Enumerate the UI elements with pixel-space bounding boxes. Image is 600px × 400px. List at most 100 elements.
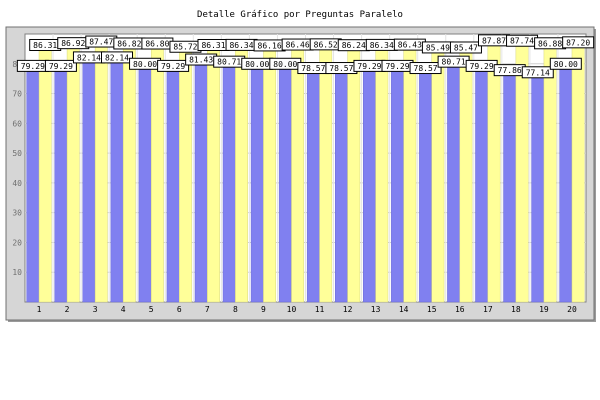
data-label-series-2: 86.82 — [117, 39, 141, 48]
bar-series-2 — [403, 44, 417, 303]
data-label-series-2: 86.24 — [342, 41, 366, 50]
x-tick-label: 1 — [37, 305, 42, 314]
bar-series-2 — [38, 44, 52, 303]
data-label-series-1: 80.00 — [554, 60, 578, 69]
data-label-series-1: 80.71 — [442, 58, 466, 67]
data-label-series-1-box — [157, 59, 190, 72]
data-label-series-1: 79.29 — [470, 62, 494, 71]
y-tick-label: 30 — [12, 209, 22, 218]
data-label-series-2: 85.49 — [426, 43, 450, 52]
data-label-series-1-box — [44, 59, 77, 72]
data-label-series-2: 86.46 — [286, 41, 310, 50]
bar-series-2 — [122, 43, 136, 303]
data-label-series-2: 86.34 — [229, 41, 253, 50]
bar-series-2 — [235, 44, 248, 303]
bar-series-1 — [447, 61, 461, 303]
bar-series-1 — [559, 63, 573, 303]
data-label-series-1: 80.00 — [273, 60, 297, 69]
bar-series-1 — [82, 57, 96, 303]
x-tick-label: 7 — [205, 305, 210, 314]
x-tick-label: 8 — [233, 305, 238, 314]
bar-series-1 — [419, 67, 432, 303]
bar-series-1 — [531, 72, 545, 303]
x-tick-label: 6 — [177, 305, 182, 314]
data-label-series-2: 86.31 — [33, 41, 57, 50]
x-tick-label: 16 — [455, 305, 465, 314]
bar-series-1 — [334, 67, 348, 303]
bar-series-2 — [66, 42, 80, 303]
bar-series-1 — [250, 63, 264, 303]
bar-series-2 — [291, 44, 305, 303]
x-tick-label: 18 — [511, 305, 521, 314]
bar-series-1 — [110, 57, 124, 303]
data-label-series-1-box — [521, 66, 554, 79]
bar-series-1 — [391, 65, 404, 303]
data-label-series-2: 86.92 — [61, 39, 85, 48]
data-label-series-1: 79.29 — [357, 62, 381, 71]
x-tick-label: 3 — [93, 305, 98, 314]
bar-series-1 — [475, 65, 489, 303]
data-label-series-2: 87.47 — [89, 38, 113, 47]
data-label-series-2: 86.43 — [398, 41, 422, 50]
data-label-series-1: 78.57 — [329, 64, 353, 73]
data-label-series-2-box — [562, 36, 595, 49]
x-tick-label: 15 — [427, 305, 437, 314]
bar-series-2 — [179, 46, 192, 303]
x-tick-label: 13 — [371, 305, 381, 314]
bar-series-2 — [487, 40, 501, 303]
data-label-series-1: 82.14 — [105, 53, 129, 62]
data-label-series-1: 79.29 — [161, 62, 185, 71]
x-tick-label: 17 — [483, 305, 493, 314]
data-label-series-2: 86.34 — [370, 41, 394, 50]
bar-series-1 — [54, 65, 68, 303]
bar-series-1 — [222, 61, 236, 303]
data-label-series-1-box — [101, 51, 134, 64]
bar-series-2 — [459, 47, 473, 303]
data-label-series-2: 86.16 — [258, 41, 282, 50]
bar-series-1 — [26, 65, 40, 303]
data-label-series-1: 78.57 — [301, 64, 325, 73]
bar-series-1 — [306, 67, 320, 303]
x-tick-label: 11 — [315, 305, 325, 314]
x-tick-label: 10 — [287, 305, 297, 314]
data-label-series-1: 79.29 — [385, 62, 409, 71]
bar-series-2 — [431, 47, 445, 303]
data-label-series-2: 85.72 — [173, 43, 197, 52]
data-label-series-1-box — [549, 57, 582, 70]
bar-series-2 — [94, 41, 108, 303]
bar-series-1 — [194, 59, 208, 303]
data-label-series-1: 77.86 — [498, 66, 522, 75]
data-label-series-2: 86.80 — [145, 40, 169, 49]
data-label-series-2-box — [449, 41, 482, 54]
bar-series-1 — [503, 69, 517, 303]
data-label-series-1: 80.00 — [133, 60, 157, 69]
bar-series-1 — [166, 65, 180, 303]
data-label-series-1: 80.00 — [245, 60, 269, 69]
chart-title: Detalle Gráfico por Preguntas Paralelo — [197, 10, 403, 20]
bar-series-1 — [278, 63, 292, 303]
y-tick-label: 10 — [12, 268, 22, 277]
bar-series-2 — [543, 43, 557, 303]
bar-series-2 — [571, 42, 585, 303]
y-tick-label: 20 — [12, 238, 22, 247]
data-label-series-2: 87.74 — [510, 37, 534, 46]
y-tick-label: 60 — [12, 119, 22, 128]
data-label-series-1: 81.43 — [189, 56, 213, 65]
x-tick-label: 5 — [149, 305, 154, 314]
data-label-series-1: 79.29 — [21, 62, 45, 71]
y-tick-label: 50 — [12, 149, 22, 158]
bar-series-2 — [515, 40, 529, 303]
data-label-series-1: 78.57 — [414, 64, 438, 73]
data-label-series-2: 86.88 — [538, 39, 562, 48]
x-tick-label: 14 — [399, 305, 409, 314]
bar-series-1 — [138, 63, 152, 303]
bar-series-2 — [347, 44, 361, 303]
data-label-series-1: 82.14 — [77, 53, 101, 62]
data-label-series-1: 80.71 — [217, 58, 241, 67]
x-tick-label: 9 — [261, 305, 266, 314]
x-tick-label: 2 — [65, 305, 70, 314]
data-label-series-2: 85.47 — [454, 43, 478, 52]
y-tick-label: 40 — [12, 179, 22, 188]
x-tick-label: 20 — [567, 305, 577, 314]
